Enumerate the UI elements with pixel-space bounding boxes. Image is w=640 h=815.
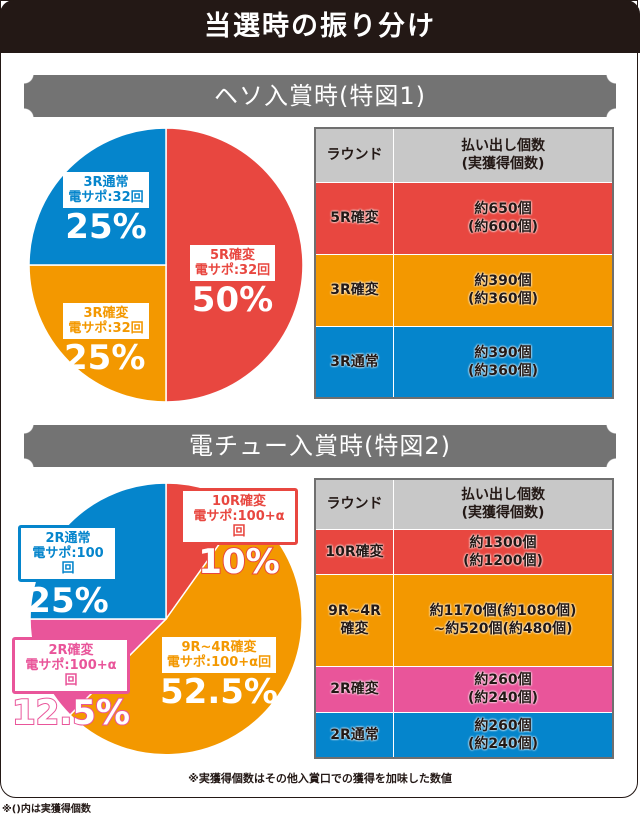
label-9r-4r-kakuhen: 9R~4R確変 電サポ:100+α回 52.5% [160, 637, 278, 711]
header-round: ラウンド [314, 478, 394, 530]
header-payout: 払い出し個数 (実獲得個数) [393, 478, 614, 530]
table-row: 9R~4R 確変 約1170個(約1080個) ~約520個(約480個) [314, 573, 614, 667]
label-2r-tsujo: 2R通常 電サポ:100回 25% [18, 525, 118, 620]
page-title: 当選時の振り分け [0, 0, 640, 53]
table-row: 10R確変 約1300個 (約1200個) [314, 528, 614, 575]
header-payout: 払い出し個数 (実獲得個数) [393, 127, 614, 183]
section1-title: ヘソ入賞時(特図1) [24, 74, 616, 118]
section2-title: 電チュー入賞時(特図2) [24, 424, 616, 468]
footnote-actual-count: ※実獲得個数はその他入賞口での獲得を加味した数値 [188, 772, 452, 785]
table-row: 2R通常 約260個 (約240個) [314, 711, 614, 759]
payout-table-section1: ラウンド 払い出し個数 (実獲得個数) 5R確変 約650個 (約600個) 3R確… [314, 127, 614, 399]
label-2r-kakuhen: 2R確変 電サポ:100+α回 12.5% [11, 637, 131, 733]
table-row: 3R通常 約390個 (約360個) [314, 325, 614, 399]
table-row: 2R確変 約260個 (約240個) [314, 665, 614, 713]
table-row: 5R確変 約650個 (約600個) [314, 181, 614, 255]
table-row: 3R確変 約390個 (約360個) [314, 253, 614, 327]
label-3r-kakuhen: 3R確変 電サポ:32回 25% [60, 303, 152, 377]
payout-table-section2: ラウンド 払い出し個数 (実獲得個数) 10R確変 約1300個 (約1200個) … [314, 478, 614, 759]
label-3r-tsujo: 3R通常 電サポ:32回 25% [60, 172, 152, 246]
label-5r-kakuhen: 5R確変 電サポ:32回 50% [180, 245, 285, 319]
label-10r-kakuhen: 10R確変 電サポ:100+α回 10% [180, 488, 298, 582]
footnote-parentheses: ※()内は実獲得個数 [2, 804, 91, 815]
header-round: ラウンド [314, 127, 394, 183]
